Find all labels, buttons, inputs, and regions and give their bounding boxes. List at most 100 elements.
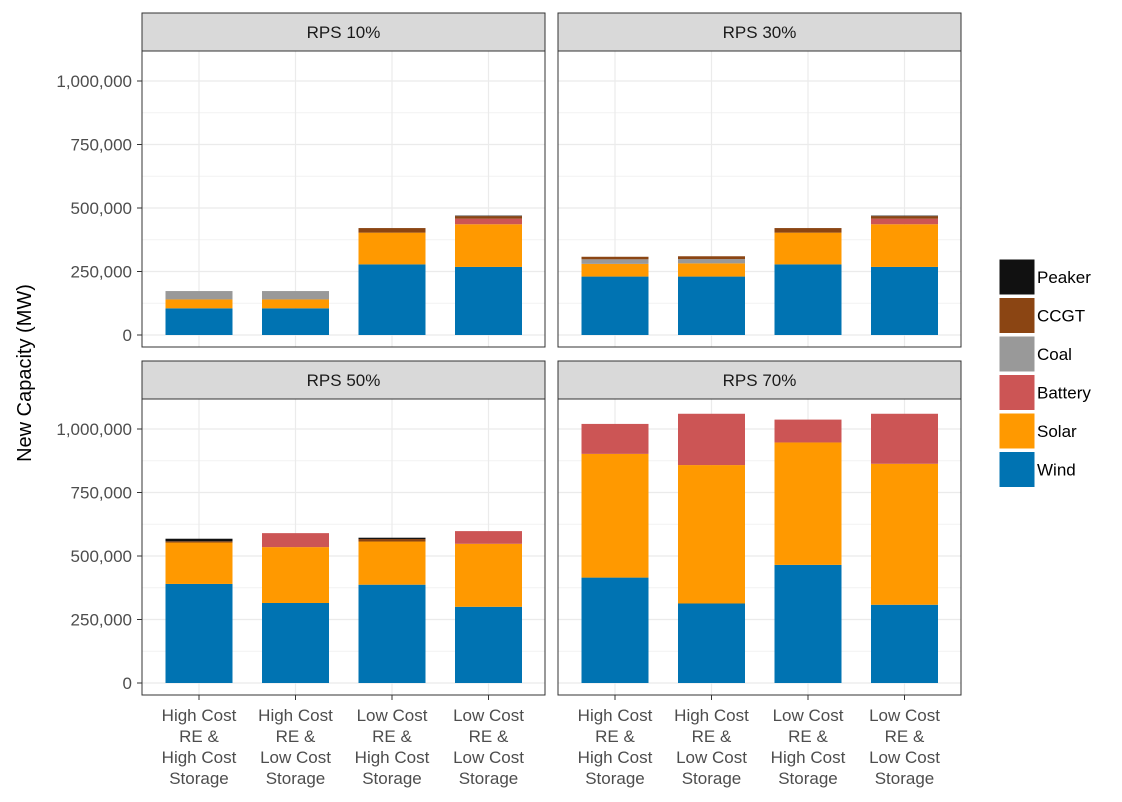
panel-strip xyxy=(141,12,546,52)
x-tick-label: High Cost xyxy=(162,706,237,725)
y-axis-title: New Capacity (MW) xyxy=(14,284,36,462)
bar-segment-wind xyxy=(581,577,649,683)
panel-border xyxy=(557,50,962,348)
bar-segment-ccgt xyxy=(871,216,938,219)
bar-segment-ccgt xyxy=(455,216,522,219)
y-tick-label: 0 xyxy=(123,674,132,693)
x-tick-label: RE & xyxy=(372,727,412,746)
panel-rps-30-: RPS 30% xyxy=(557,12,962,348)
bar-segment-solar xyxy=(774,232,842,265)
bar-segment-solar xyxy=(774,442,842,565)
bar-segment-solar xyxy=(678,263,745,277)
bar-segment-solar xyxy=(262,299,329,309)
bar-segment-solar xyxy=(678,465,745,604)
x-tick-label: High Cost xyxy=(258,706,333,725)
panel-rps-50-: RPS 50% 0 250,000 500,000 750,000 1,000,000 Hi… xyxy=(56,360,546,788)
bar-segment-wind xyxy=(358,584,426,683)
panel-strip xyxy=(141,360,546,400)
bar-segment-wind xyxy=(678,276,745,335)
bar-segment-battery xyxy=(871,413,938,464)
bar-segment-wind xyxy=(165,583,233,683)
bar-segment-coal xyxy=(165,291,233,300)
bar-segment-coal xyxy=(678,259,745,264)
x-tick-label: Low Cost xyxy=(453,748,524,767)
y-tick-label: 500,000 xyxy=(71,547,132,566)
bar-segment-wind xyxy=(581,276,649,335)
bar-segment-peaker xyxy=(871,215,938,217)
x-tick-label: High Cost xyxy=(771,748,846,767)
legend-key-coal xyxy=(998,335,1036,373)
x-tick-label: Storage xyxy=(585,769,645,788)
panel-title: RPS 50% xyxy=(307,371,381,390)
x-tick-label: High Cost xyxy=(578,748,653,767)
x-tick-label: Low Cost xyxy=(260,748,331,767)
x-tick-label: Low Cost xyxy=(676,748,747,767)
panel-title: RPS 30% xyxy=(723,23,797,42)
bar-segment-wind xyxy=(774,564,842,683)
panel-strip xyxy=(557,360,962,400)
y-tick-label: 250,000 xyxy=(71,611,132,630)
bar-segment-ccgt xyxy=(774,228,842,233)
bar-segment-battery xyxy=(871,218,938,225)
bar-segment-wind xyxy=(262,602,329,683)
bar-segment-battery xyxy=(678,413,745,466)
x-tick-label: High Cost xyxy=(674,706,749,725)
bar-segment-solar xyxy=(455,543,522,607)
x-tick-label: Storage xyxy=(778,769,838,788)
x-tick-label: RE & xyxy=(692,727,732,746)
bar-segment-peaker xyxy=(165,538,233,542)
x-tick-label: Storage xyxy=(682,769,742,788)
legend: Peaker CCGT Coal Battery Solar Wind xyxy=(998,258,1091,488)
bar-segment-solar xyxy=(581,263,649,277)
panel-rps-70-: RPS 70% High Cost RE & High Cost Storage High… xyxy=(557,360,962,788)
x-tick-label: Low Cost xyxy=(869,706,940,725)
bar-segment-wind xyxy=(262,308,329,335)
x-tick-label: Storage xyxy=(875,769,935,788)
bar-segment-wind xyxy=(455,606,522,683)
bar-segment-ccgt xyxy=(165,541,233,543)
x-tick-label: Low Cost xyxy=(453,706,524,725)
legend-key-ccgt xyxy=(998,297,1036,334)
y-tick-label: 750,000 xyxy=(71,484,132,503)
x-tick-label: RE & xyxy=(788,727,828,746)
legend-label-wind: Wind xyxy=(1037,461,1076,480)
y-tick-label: 1,000,000 xyxy=(56,420,132,439)
bar-segment-coal xyxy=(262,291,329,300)
y-tick-label: 500,000 xyxy=(71,199,132,218)
legend-key-battery xyxy=(998,374,1036,411)
bar-segment-peaker xyxy=(455,215,522,217)
x-tick-label: Low Cost xyxy=(773,706,844,725)
x-tick-label: RE & xyxy=(885,727,925,746)
bar-segment-solar xyxy=(581,453,649,578)
x-tick-label: RE & xyxy=(276,727,316,746)
bar-segment-wind xyxy=(871,604,938,683)
legend-key-peaker xyxy=(998,258,1036,296)
legend-label-peaker: Peaker xyxy=(1037,268,1091,287)
panel-rps-10-: RPS 10% 0 250,000 500,000 750,000 1,000,000 xyxy=(56,12,546,348)
bar-segment-solar xyxy=(165,299,233,309)
legend-label-coal: Coal xyxy=(1037,345,1072,364)
panel-strip xyxy=(557,12,962,52)
x-tick-label: High Cost xyxy=(355,748,430,767)
bar-segment-battery xyxy=(455,218,522,225)
y-tick-label: 1,000,000 xyxy=(56,72,132,91)
bar-segment-battery xyxy=(262,533,329,548)
bar-segment-solar xyxy=(165,542,233,584)
x-tick-label: Storage xyxy=(362,769,422,788)
x-tick-label: Low Cost xyxy=(869,748,940,767)
panel-title: RPS 10% xyxy=(307,23,381,42)
legend-label-solar: Solar xyxy=(1037,422,1077,441)
x-tick-label: RE & xyxy=(179,727,219,746)
bar-segment-battery xyxy=(581,423,649,454)
y-tick-label: 750,000 xyxy=(71,136,132,155)
panel-border xyxy=(141,50,546,348)
y-tick-label: 0 xyxy=(123,326,132,345)
bar-segment-wind xyxy=(358,264,426,335)
bar-segment-solar xyxy=(358,541,426,585)
x-tick-label: High Cost xyxy=(578,706,653,725)
x-tick-label: RE & xyxy=(469,727,509,746)
bar-segment-solar xyxy=(455,224,522,267)
legend-key-wind xyxy=(998,451,1036,488)
x-tick-label: Storage xyxy=(459,769,519,788)
